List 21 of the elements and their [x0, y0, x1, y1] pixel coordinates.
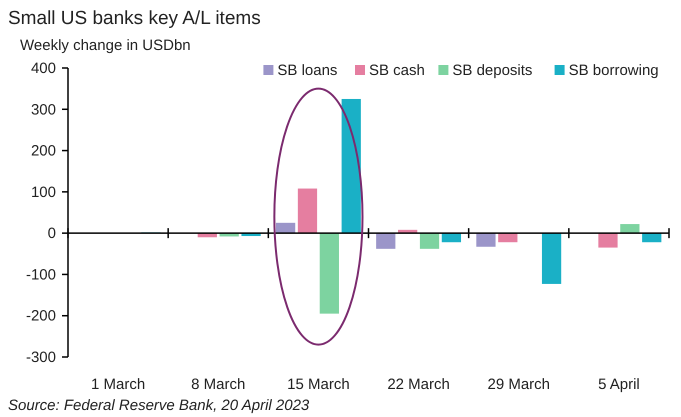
legend-label: SB deposits: [452, 62, 532, 79]
x-tick-label: 1 March: [90, 376, 146, 393]
legend-label: SB cash: [369, 62, 425, 79]
y-tick-label: 200: [30, 142, 56, 160]
legend-label: SB loans: [277, 62, 338, 79]
legend-label: SB borrowing: [568, 62, 659, 79]
y-tick-label: 300: [30, 101, 56, 118]
x-tick-label: 5 April: [598, 376, 640, 393]
y-tick-label: 400: [30, 60, 56, 77]
x-tick-label: 29 March: [487, 376, 550, 393]
y-tick-label: 100: [30, 184, 56, 201]
y-tick-label: -200: [26, 308, 56, 325]
chart-title: Small US banks key A/L items: [8, 8, 261, 29]
x-tick-label: 8 March: [191, 376, 246, 393]
y-tick-label: -300: [26, 349, 56, 366]
y-axis-title: Weekly change in USDbn: [20, 37, 191, 54]
x-tick-label: 22 March: [387, 376, 450, 393]
source-note: Source: Federal Reserve Bank, 20 April 2023: [8, 397, 310, 414]
y-tick-label: -100: [26, 266, 56, 284]
y-tick-label: 0: [48, 225, 56, 242]
x-tick-label: 15 March: [287, 376, 350, 393]
